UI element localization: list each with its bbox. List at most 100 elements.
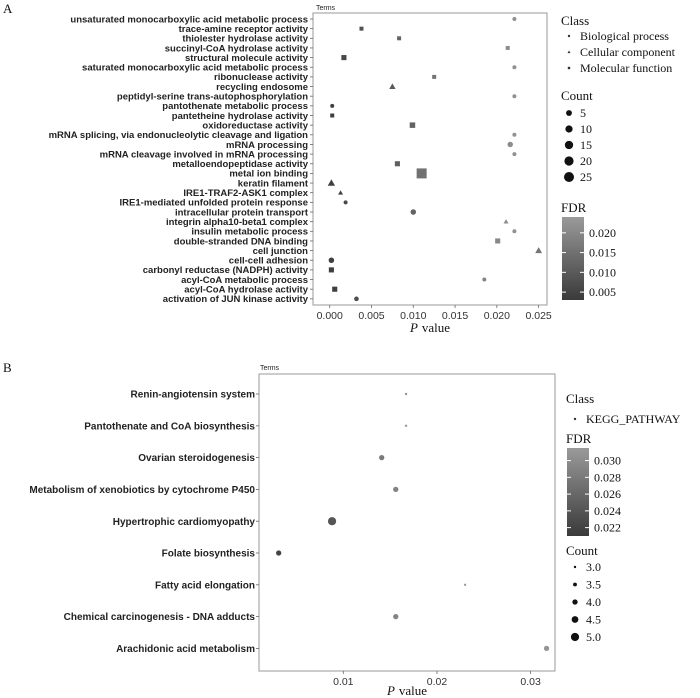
panel-b-term-arachidonic-acid-metabolism: Arachidonic acid metabolism <box>116 644 255 655</box>
panel-a-term-insulin-metabolic-process: insulin metabolic process <box>191 227 308 238</box>
panel-a-title: Terms <box>316 5 336 12</box>
panel-a-legend-fdr-title: FDR <box>561 200 587 215</box>
panel-b-term-renin-angiotensin-system: Renin-angiotensin system <box>131 390 256 401</box>
panel-a-point-carbonyl-reductase-nadph-activity <box>328 267 334 273</box>
panel-b-legend-fdr-title: FDR <box>566 431 592 446</box>
panel-b-x-axis: 0.01 0.02 0.03 <box>333 671 541 688</box>
panel-a-fdr-tick-label: 0.005 <box>589 285 616 299</box>
panel-b-legend-count-title: Count <box>566 543 598 558</box>
panel-a-term-cell-junction: cell junction <box>253 246 309 257</box>
panel-a-legend-class-biological-process: Biological process <box>580 29 669 43</box>
panel-b-legend: Class KEGG_PATHWAY FDR 0.0220.0240.0260.… <box>566 391 681 644</box>
panel-b-point-arachidonic-acid-metabolism <box>543 645 550 652</box>
panel-a-point-mrna-cleavage-involved-in-mrna-processing <box>512 152 517 157</box>
panel-b-legend-count-key <box>571 616 579 623</box>
panel-b-fdr-tick-label: 0.024 <box>594 504 621 518</box>
panel-b-point-chemical-carcinogenesis-dna-adducts <box>393 613 399 620</box>
panel-a-legend-count-label: 5 <box>580 106 586 120</box>
panel-b-legend-class-key <box>573 417 577 421</box>
panel-a-point-trace-amine-receptor-activity <box>359 26 364 31</box>
panel-a-fdr-tick-label: 0.015 <box>589 246 616 260</box>
panel-a-term-labels: unsaturated monocarboxylic acid metaboli… <box>49 14 313 305</box>
panel-a-term-double-stranded-dna-binding: double-stranded DNA binding <box>174 236 308 247</box>
panel-a-label: A <box>3 1 13 16</box>
panel-b-legend-count-key <box>573 582 577 587</box>
panel-a-point-activation-of-jun-kinase-activity <box>354 296 359 302</box>
panel-a-legend-class-key <box>567 66 571 70</box>
panel-a-point-pantothenate-metabolic-process <box>330 103 335 108</box>
panel-a-point-mrna-processing <box>507 141 513 148</box>
panel-a-point-thiolester-hydrolase-activity <box>397 36 402 41</box>
panel-b-legend-count-key <box>572 599 578 605</box>
panel-a-point-saturated-monocarboxylic-acid-metabolic-process <box>512 65 517 70</box>
panel-a-x-tick-label: 0.005 <box>358 310 384 322</box>
panel-a-points <box>327 17 543 302</box>
panel-b-term-labels: Renin-angiotensin system Pantothenate and… <box>29 390 259 655</box>
panel-a-legend-class-key <box>567 34 571 38</box>
panel-a-x-tick-label: 0.015 <box>442 310 468 322</box>
panel-a-legend-count-key <box>566 110 572 116</box>
panel-a-x-tick-label: 0.020 <box>484 310 510 322</box>
panel-a-term-ire1-traf2-ask1-complex: IRE1-TRAF2-ASK1 complex <box>183 188 308 199</box>
panel-a-legend-count-key <box>564 140 574 150</box>
panel-b-legend-count: 3.0 3.5 4.0 4.5 5.0 <box>570 560 601 644</box>
panel-b-term-pantothenate-and-coa-biosynthesis: Pantothenate and CoA biosynthesis <box>84 421 255 432</box>
panel-b-fdr-tick-label: 0.030 <box>594 454 621 468</box>
panel-b-x-tick-label: 0.02 <box>427 676 448 688</box>
panel-a-point-ribonuclease-activity <box>432 74 437 79</box>
panel-b-plot-frame <box>258 373 556 672</box>
panel-b-legend-class-kegg-pathway: KEGG_PATHWAY <box>586 412 681 426</box>
panel-a-point-recycling-endosome <box>389 83 396 89</box>
panel-a-point-keratin-filament <box>327 179 336 186</box>
panel-a-point-insulin-metabolic-process <box>512 229 517 234</box>
panel-b-plot: Renin-angiotensin system Pantothenate and… <box>29 373 556 688</box>
panel-a-point-pantetheine-hydrolase-activity <box>330 113 335 118</box>
panel-a-point-intracellular-protein-transport <box>410 209 417 215</box>
panel-a-term-trace-amine-receptor-activity: trace-amine receptor activity <box>179 24 309 35</box>
panel-b-legend-count-key <box>570 632 580 642</box>
panel-b-fdr-tick-label: 0.028 <box>594 470 621 484</box>
panel-b-point-hypertrophic-cardiomyopathy <box>327 517 337 526</box>
panel-a-plot-frame <box>312 12 548 306</box>
panel-a-legend-count-title: Count <box>561 88 593 103</box>
panel-a-legend-fdr-ticks: 0.005 0.010 0.015 0.020 <box>562 226 616 299</box>
panel-a-term-acyl-coa-hydrolase-activity: acyl-CoA hydrolase activity <box>184 285 308 296</box>
panel-a-x-tick-label: 0.000 <box>317 310 343 322</box>
panel-a-term-structural-molecule-activity: structural molecule activity <box>185 53 309 64</box>
panel-a-term-thiolester-hydrolase-activity: thiolester hydrolase activity <box>182 34 308 45</box>
panel-b-term-fatty-acid-elongation: Fatty acid elongation <box>155 580 255 591</box>
panel-b-term-folate-biosynthesis: Folate biosynthesis <box>162 549 256 560</box>
panel-a-term-unsaturated-monocarboxylic-acid-metabolic-process: unsaturated monocarboxylic acid metaboli… <box>70 14 308 25</box>
panel-a-point-integrin-alpha10-beta1-complex <box>503 219 509 224</box>
panel-a-term-integrin-alpha10-beta1-complex: integrin alpha10-beta1 complex <box>166 217 309 228</box>
panel-a-term-activation-of-jun-kinase-activity: activation of JUN kinase activity <box>163 294 309 305</box>
panel-b-legend-count-label: 4.0 <box>586 595 601 609</box>
panel-a-legend: Class Biological process Cellular compone… <box>561 13 676 300</box>
panel-b-x-axis-title-value: value <box>399 683 427 698</box>
panel-a-term-pantetheine-hydrolase-activity: pantetheine hydrolase activity <box>172 111 309 122</box>
panel-b-legend-classes: KEGG_PATHWAY <box>573 412 681 426</box>
panel-b-label: B <box>3 360 12 375</box>
panel-b-term-metabolism-of-xenobiotics-by-cytochrome-p450: Metabolism of xenobiotics by cytochrome … <box>29 485 255 496</box>
panel-a-legend-count-key <box>564 172 574 182</box>
panel-b-legend-count-label: 3.5 <box>586 578 601 592</box>
panel-b-point-fatty-acid-elongation <box>463 583 467 586</box>
panel-a-legend-class-title: Class <box>561 13 589 28</box>
panel-a-point-ire1-mediated-unfolded-protein-response <box>343 200 348 205</box>
panel-a-term-keratin-filament: keratin filament <box>238 178 309 189</box>
panel-b-x-tick-label: 0.03 <box>520 676 541 688</box>
panel-a-legend-classes: Biological process Cellular component Mole… <box>567 29 676 75</box>
panel-b-fdr-colorbar <box>567 448 589 536</box>
panel-a-legend-count-label: 20 <box>580 154 592 168</box>
panel-b-term-chemical-carcinogenesis-dna-adducts: Chemical carcinogenesis - DNA adducts <box>64 612 256 623</box>
panel-b-legend-count-label: 4.5 <box>586 613 601 627</box>
panel-a-point-unsaturated-monocarboxylic-acid-metabolic-process <box>512 17 517 21</box>
panel-b-point-pantothenate-and-coa-biosynthesis <box>404 424 408 427</box>
panel-a-term-cell-cell-adhesion: cell-cell adhesion <box>229 256 308 267</box>
panel-a-fdr-tick-label: 0.010 <box>589 265 616 279</box>
panel-a-term-ribonuclease-activity: ribonuclease activity <box>214 72 309 83</box>
panel-a-x-tick-label: 0.025 <box>526 310 552 322</box>
panel-a-legend-count-label: 25 <box>580 170 592 184</box>
